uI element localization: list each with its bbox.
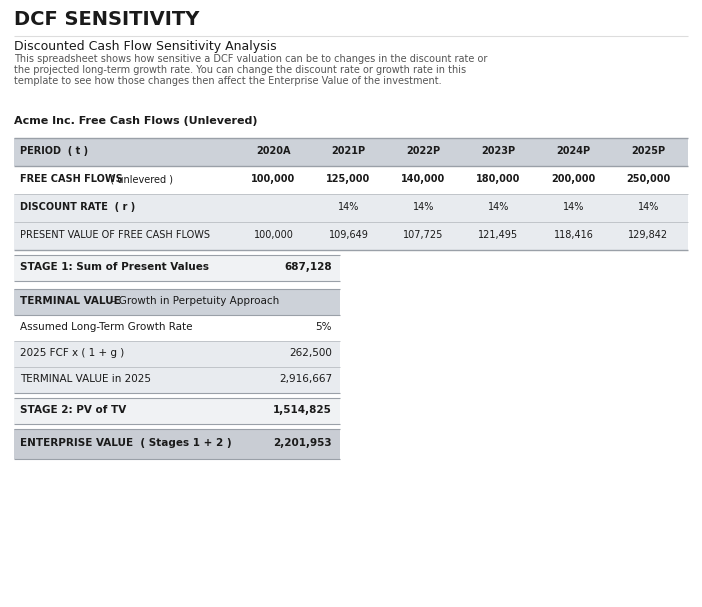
Text: 2,201,953: 2,201,953 (273, 438, 332, 448)
Text: STAGE 1: Sum of Present Values: STAGE 1: Sum of Present Values (20, 262, 209, 272)
Text: 200,000: 200,000 (551, 174, 595, 184)
Text: TERMINAL VALUE in 2025: TERMINAL VALUE in 2025 (20, 374, 151, 384)
Bar (14, 289, 340, 315)
Text: 14%: 14% (638, 202, 659, 212)
Text: PERIOD  ( t ): PERIOD ( t ) (20, 146, 88, 156)
Text: 100,000: 100,000 (253, 230, 293, 240)
Text: 2020A: 2020A (256, 146, 291, 156)
Text: 129,842: 129,842 (628, 230, 668, 240)
Bar (14, 315, 340, 341)
Text: 262,500: 262,500 (289, 348, 332, 358)
Text: 14%: 14% (338, 202, 359, 212)
Text: ENTERPRISE VALUE  ( Stages 1 + 2 ): ENTERPRISE VALUE ( Stages 1 + 2 ) (20, 438, 232, 448)
Text: 14%: 14% (563, 202, 584, 212)
Text: 180,000: 180,000 (477, 174, 521, 184)
Text: DISCOUNT RATE  ( r ): DISCOUNT RATE ( r ) (20, 202, 135, 212)
Text: 107,725: 107,725 (404, 230, 444, 240)
Text: 121,495: 121,495 (479, 230, 519, 240)
Bar (14, 398, 340, 424)
Text: the projected long-term growth rate. You can change the discount rate or growth : the projected long-term growth rate. You… (14, 65, 466, 75)
Bar (14, 341, 340, 367)
Text: ( unlevered ): ( unlevered ) (104, 174, 173, 184)
Text: 5%: 5% (315, 322, 332, 332)
Bar (14, 138, 688, 166)
Text: This spreadsheet shows how sensitive a DCF valuation can be to changes in the di: This spreadsheet shows how sensitive a D… (14, 54, 487, 64)
Bar (14, 194, 688, 222)
Text: 2022P: 2022P (406, 146, 441, 156)
Text: 109,649: 109,649 (329, 230, 369, 240)
Text: 14%: 14% (488, 202, 509, 212)
Text: 2021P: 2021P (331, 146, 366, 156)
Text: 1,514,825: 1,514,825 (273, 405, 332, 415)
Text: TERMINAL VALUE: TERMINAL VALUE (20, 296, 121, 306)
Text: Discounted Cash Flow Sensitivity Analysis: Discounted Cash Flow Sensitivity Analysi… (14, 40, 277, 53)
Text: template to see how those changes then affect the Enterprise Value of the invest: template to see how those changes then a… (14, 76, 442, 86)
Text: 250,000: 250,000 (626, 174, 670, 184)
Text: 687,128: 687,128 (284, 262, 332, 272)
Text: PRESENT VALUE OF FREE CASH FLOWS: PRESENT VALUE OF FREE CASH FLOWS (20, 230, 210, 240)
Text: Assumed Long-Term Growth Rate: Assumed Long-Term Growth Rate (20, 322, 192, 332)
Text: 2023P: 2023P (482, 146, 515, 156)
Bar (14, 367, 340, 393)
Text: STAGE 2: PV of TV: STAGE 2: PV of TV (20, 405, 126, 415)
Bar (14, 222, 688, 250)
Text: – Growth in Perpetuity Approach: – Growth in Perpetuity Approach (107, 296, 279, 306)
Text: 140,000: 140,000 (402, 174, 446, 184)
Bar (14, 166, 688, 194)
Text: 2024P: 2024P (557, 146, 590, 156)
Text: 118,416: 118,416 (554, 230, 593, 240)
Text: 2025P: 2025P (631, 146, 665, 156)
Bar (14, 429, 340, 459)
Text: 14%: 14% (413, 202, 435, 212)
Text: 2,916,667: 2,916,667 (279, 374, 332, 384)
Text: 125,000: 125,000 (326, 174, 371, 184)
Text: Acme Inc. Free Cash Flows (Unlevered): Acme Inc. Free Cash Flows (Unlevered) (14, 116, 258, 126)
Text: DCF SENSITIVITY: DCF SENSITIVITY (14, 10, 199, 29)
Text: 2025 FCF x ( 1 + g ): 2025 FCF x ( 1 + g ) (20, 348, 124, 358)
Text: FREE CASH FLOWS: FREE CASH FLOWS (20, 174, 123, 184)
Bar (14, 255, 340, 281)
Text: 100,000: 100,000 (251, 174, 296, 184)
